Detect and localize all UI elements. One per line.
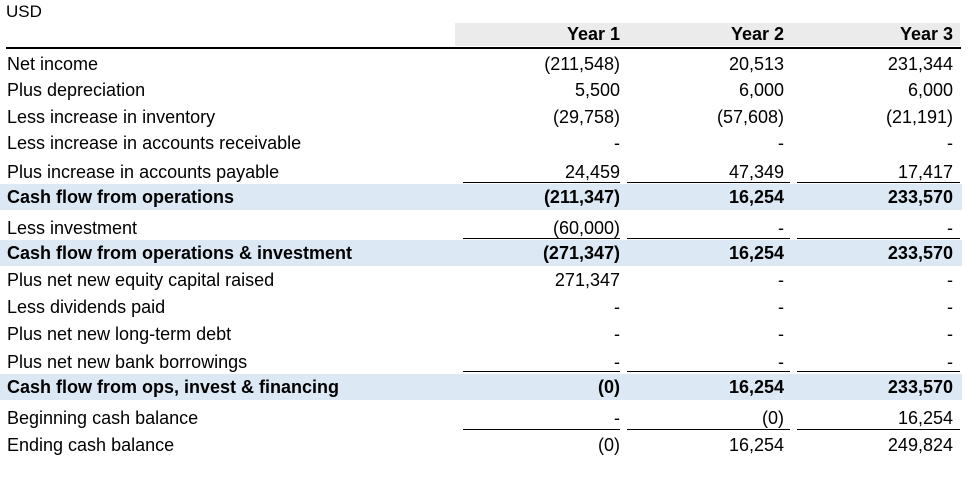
row-label: Ending cash balance	[7, 435, 175, 455]
row-value-year-3: -	[947, 297, 953, 317]
row-label: Beginning cash balance	[7, 408, 199, 428]
subtotal-band	[0, 240, 962, 266]
row-value-year-3: (21,191)	[885, 107, 953, 127]
row-label: Less increase in inventory	[7, 107, 216, 127]
row-value-year-1: (60,000)	[552, 218, 620, 238]
row-value-year-1: -	[614, 352, 620, 372]
row-value-year-1: (211,548)	[544, 54, 620, 74]
subtotal-rule	[797, 182, 960, 183]
subtotal-rule	[797, 238, 960, 239]
subtotal-rule	[463, 238, 620, 239]
row-value-year-3: -	[947, 324, 953, 344]
row-value-year-2: -	[778, 297, 784, 317]
subtotal-rule	[463, 371, 620, 372]
row-value-year-2: 16,254	[728, 187, 784, 207]
header-rule	[6, 47, 961, 49]
row-value-year-3: -	[947, 352, 953, 372]
row-label: Plus depreciation	[7, 80, 146, 100]
row-label: Net income	[7, 54, 99, 74]
row-value-year-1: (29,758)	[552, 107, 620, 127]
row-value-year-3: 249,824	[887, 435, 953, 455]
column-header-year-3: Year 3	[899, 24, 953, 44]
subtotal-rule	[627, 182, 790, 183]
row-value-year-2: 16,254	[728, 377, 784, 397]
subtotal-rule	[797, 429, 960, 430]
column-header-year-2: Year 2	[730, 24, 784, 44]
row-label: Plus net new equity capital raised	[7, 270, 275, 290]
row-value-year-3: 6,000	[907, 80, 953, 100]
row-value-year-1: (0)	[598, 377, 620, 397]
row-value-year-1: (0)	[598, 435, 620, 455]
row-value-year-3: 231,344	[887, 54, 953, 74]
row-value-year-1: 5,500	[574, 80, 620, 100]
row-value-year-2: 16,254	[728, 435, 784, 455]
subtotal-rule	[627, 238, 790, 239]
row-value-year-2: 20,513	[728, 54, 784, 74]
row-label: Less investment	[7, 218, 138, 238]
row-label: Less dividends paid	[7, 297, 166, 317]
row-label: Less increase in accounts receivable	[7, 133, 302, 153]
row-value-year-1: -	[614, 133, 620, 153]
row-value-year-3: 17,417	[897, 162, 953, 182]
row-value-year-1: -	[614, 324, 620, 344]
row-value-year-2: -	[778, 270, 784, 290]
row-label: Cash flow from operations & investment	[7, 243, 353, 263]
row-value-year-3: -	[947, 133, 953, 153]
row-value-year-2: 6,000	[738, 80, 784, 100]
row-value-year-3: 16,254	[897, 408, 953, 428]
subtotal-rule	[797, 371, 960, 372]
row-value-year-3: -	[947, 218, 953, 238]
row-value-year-1: (211,347)	[543, 187, 620, 207]
row-value-year-1: -	[614, 297, 620, 317]
row-value-year-1: 24,459	[564, 162, 620, 182]
subtotal-rule	[463, 182, 620, 183]
row-value-year-2: -	[778, 352, 784, 372]
row-label: Plus net new long-term debt	[7, 324, 232, 344]
subtotal-rule	[627, 371, 790, 372]
row-value-year-2: -	[778, 218, 784, 238]
row-label: Plus net new bank borrowings	[7, 352, 248, 372]
row-value-year-1: (271,347)	[542, 243, 620, 263]
row-value-year-2: (57,608)	[716, 107, 784, 127]
row-value-year-1: -	[614, 408, 620, 428]
subtotal-band	[0, 184, 962, 210]
row-value-year-2: (0)	[762, 408, 784, 428]
row-value-year-2: 47,349	[728, 162, 784, 182]
column-header-year-1: Year 1	[566, 24, 620, 44]
subtotal-rule	[627, 429, 790, 430]
row-label: Cash flow from operations	[7, 187, 235, 207]
subtotal-rule	[463, 429, 620, 430]
row-value-year-3: 233,570	[887, 377, 953, 397]
row-value-year-3: -	[947, 270, 953, 290]
row-value-year-2: -	[778, 324, 784, 344]
row-label: Plus increase in accounts payable	[7, 162, 280, 182]
subtotal-band	[0, 374, 962, 400]
row-value-year-3: 233,570	[887, 187, 953, 207]
row-value-year-1: 271,347	[554, 270, 620, 290]
currency-label: USD	[6, 2, 42, 21]
row-value-year-2: 16,254	[728, 243, 784, 263]
row-value-year-2: -	[778, 133, 784, 153]
row-value-year-3: 233,570	[887, 243, 953, 263]
column-header-band	[455, 23, 960, 46]
row-label: Cash flow from ops, invest & financing	[7, 377, 340, 397]
